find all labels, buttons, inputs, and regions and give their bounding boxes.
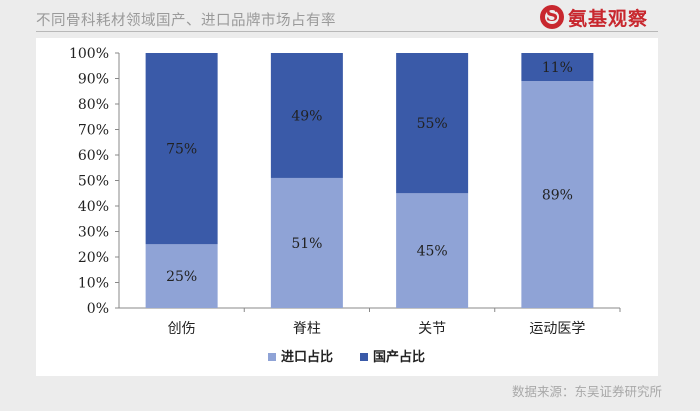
- y-tick-label: 10%: [78, 276, 109, 292]
- page-title: 不同骨科耗材领域国产、进口品牌市场占有率: [36, 13, 336, 29]
- data-label: 51%: [291, 236, 322, 252]
- x-tick-label: 运动医学: [529, 321, 585, 337]
- logo-text: 氨基观察: [568, 7, 649, 30]
- logo-mark-icon: [540, 5, 564, 29]
- data-label: 45%: [417, 244, 448, 260]
- chart-panel: 0% 10% 20% 30% 40% 50% 60% 70% 80% 90% 100% 25% 75% 创…: [36, 38, 658, 376]
- y-tick-label: 40%: [78, 199, 109, 215]
- legend-swatch: [268, 353, 276, 361]
- stacked-bar-chart: 0% 10% 20% 30% 40% 50% 60% 70% 80% 90% 100% 25% 75% 创…: [69, 46, 621, 365]
- y-tick-label: 50%: [78, 174, 109, 190]
- bar-segment: [396, 53, 469, 194]
- y-tick-label: 20%: [78, 250, 109, 266]
- data-label: 75%: [166, 142, 197, 158]
- bar-segment: [270, 177, 343, 308]
- brand-logo: 氨基观察: [540, 4, 648, 30]
- y-tick-label: 80%: [78, 97, 109, 113]
- y-tick-label: 70%: [78, 123, 109, 139]
- x-tick-label: 创伤: [168, 321, 196, 337]
- header-divider: [36, 31, 658, 32]
- data-label: 49%: [291, 108, 322, 124]
- legend-label: 国产占比: [373, 349, 425, 365]
- data-label: 11%: [542, 60, 573, 76]
- y-tick-label: 90%: [78, 72, 109, 88]
- x-tick-label: 脊柱: [293, 321, 321, 337]
- x-tick-label: 关节: [418, 321, 446, 337]
- bar-segment: [270, 53, 343, 178]
- legend-label: 进口占比: [281, 349, 333, 365]
- y-tick-label: 60%: [78, 148, 109, 164]
- bar-segment: [521, 53, 594, 82]
- source-note: 数据来源：东吴证券研究所: [511, 384, 662, 399]
- bar-segment: [145, 244, 218, 308]
- data-label: 89%: [542, 188, 573, 204]
- bar-segment: [396, 193, 469, 308]
- data-label: 55%: [417, 116, 448, 132]
- legend-swatch: [360, 353, 368, 361]
- data-label: 25%: [166, 269, 197, 285]
- y-tick-label: 100%: [69, 46, 109, 62]
- y-tick-label: 0%: [87, 301, 109, 317]
- bar-segment: [521, 81, 594, 308]
- header: 不同骨科耗材领域国产、进口品牌市场占有率 氨基观察: [0, 0, 700, 34]
- bar-segment: [145, 53, 218, 245]
- y-tick-label: 30%: [78, 225, 109, 241]
